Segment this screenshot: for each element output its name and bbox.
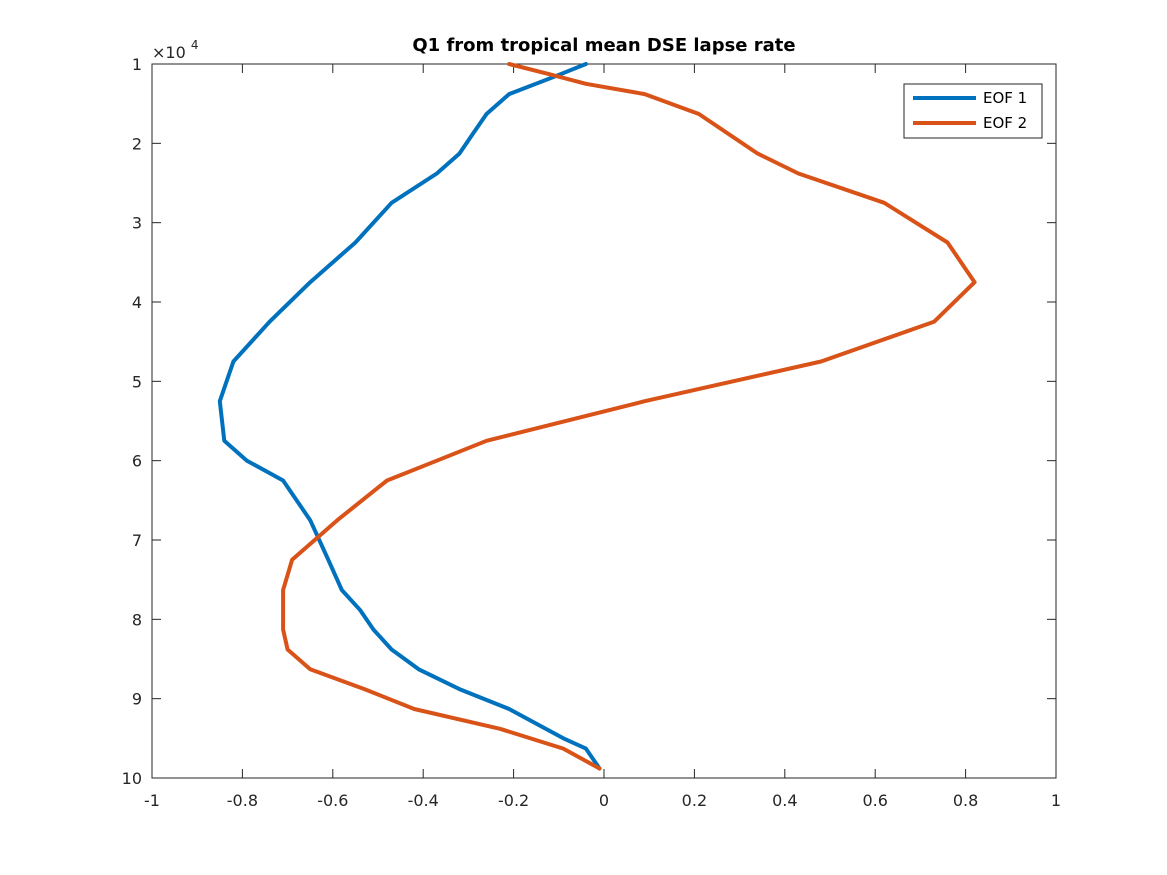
y-exponent-power: 4 bbox=[191, 38, 199, 52]
x-tick-label: 0.4 bbox=[772, 791, 797, 810]
x-tick-label: -1 bbox=[144, 791, 160, 810]
y-tick-label: 1 bbox=[132, 55, 142, 74]
axes-box bbox=[151, 63, 1057, 779]
y-tick-label: 5 bbox=[132, 372, 142, 391]
series-layer bbox=[217, 62, 977, 771]
legend-box bbox=[903, 83, 1043, 139]
y-tick-label: 10 bbox=[122, 769, 142, 788]
y-axis-exponent: ×10 4 bbox=[152, 38, 199, 62]
series-line-eof-1 bbox=[217, 62, 602, 771]
y-exponent-base: ×10 bbox=[152, 43, 186, 62]
legend-label-eof-1: EOF 1 bbox=[983, 89, 1027, 107]
x-tick-label: -0.8 bbox=[227, 791, 258, 810]
y-tick-label: 3 bbox=[132, 214, 142, 233]
chart-title: Q1 from tropical mean DSE lapse rate bbox=[412, 35, 795, 56]
y-tick-label: 6 bbox=[132, 452, 142, 471]
x-tick-label: -0.6 bbox=[317, 791, 348, 810]
legend[interactable]: EOF 1 EOF 2 bbox=[903, 83, 1043, 139]
x-tick-label: 0.6 bbox=[862, 791, 887, 810]
x-tick-label: 0.2 bbox=[682, 791, 707, 810]
svg-text:×10 4: ×10 4 bbox=[152, 38, 199, 62]
x-tick-label: 0.8 bbox=[953, 791, 978, 810]
y-tick-label: 9 bbox=[132, 690, 142, 709]
y-tick-label: 8 bbox=[132, 610, 142, 629]
x-tick-label: 0 bbox=[599, 791, 609, 810]
y-tick-label: 2 bbox=[132, 134, 142, 153]
y-tick-label: 7 bbox=[132, 531, 142, 550]
x-tick-label: -0.4 bbox=[408, 791, 439, 810]
x-tick-label: 1 bbox=[1051, 791, 1061, 810]
legend-label-eof-2: EOF 2 bbox=[983, 114, 1027, 132]
plot-area bbox=[151, 63, 1057, 779]
y-tick-label: 4 bbox=[132, 293, 142, 312]
x-tick-label: -0.2 bbox=[498, 791, 529, 810]
x-axis: -1 -0.8 -0.6 -0.4 -0.2 0 0.2 0.4 0.6 0.8 1 bbox=[144, 64, 1061, 810]
y-axis: 1 2 3 4 5 6 7 8 9 10 bbox=[122, 55, 1056, 788]
series-line-eof-2 bbox=[281, 62, 977, 771]
